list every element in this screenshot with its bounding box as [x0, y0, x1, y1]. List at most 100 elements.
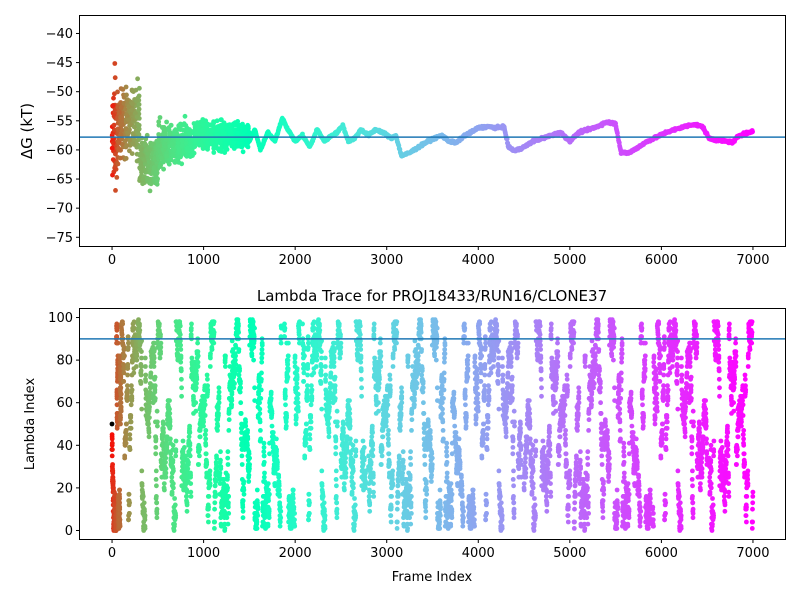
lambda-point: [261, 449, 267, 455]
delta-g-point: [142, 142, 148, 147]
lambda-point: [241, 487, 247, 493]
y-tick-label: −75: [46, 231, 73, 246]
lambda-point: [294, 366, 300, 371]
lambda-point: [250, 319, 256, 325]
delta-g-point: [117, 110, 122, 115]
lambda-point: [269, 411, 275, 416]
lambda-point: [125, 344, 131, 350]
lambda-point: [185, 466, 191, 472]
lambda-point: [154, 408, 160, 414]
delta-g-point: [192, 144, 198, 150]
delta-g-point: [138, 147, 144, 153]
lambda-point: [294, 374, 300, 380]
lambda-point: [319, 468, 325, 474]
lambda-point: [208, 351, 213, 357]
lambda-point: [274, 466, 280, 472]
lambda-point: [193, 400, 199, 406]
delta-g-point: [218, 146, 223, 152]
delta-g-point: [156, 119, 162, 125]
lambda-point: [206, 504, 212, 510]
lambda-point: [309, 396, 315, 401]
lambda-point: [284, 415, 289, 420]
lambda-point: [157, 355, 163, 361]
lambda-point: [305, 366, 311, 371]
lambda-point: [276, 474, 282, 480]
lambda-point: [203, 436, 209, 442]
lambda-point: [318, 381, 324, 386]
delta-g-point: [118, 105, 124, 111]
lambda-point: [206, 519, 211, 525]
lambda-point: [292, 517, 297, 523]
lambda-point: [212, 506, 218, 512]
lambda-point: [163, 474, 169, 480]
delta-g-point: [220, 129, 225, 135]
lambda-point: [266, 515, 272, 521]
lambda-point: [245, 428, 251, 433]
lambda-point: [153, 436, 159, 442]
lambda-point: [154, 500, 160, 506]
lambda-point: [266, 487, 271, 493]
lambda-point: [257, 383, 262, 389]
lambda-point: [118, 385, 124, 391]
delta-g-point: [159, 125, 165, 130]
lambda-point: [139, 349, 144, 354]
lambda-point: [204, 372, 210, 378]
delta-g-point: [124, 112, 129, 118]
lambda-point: [246, 479, 252, 484]
delta-g-point: [219, 117, 224, 123]
delta-g-point: [114, 175, 120, 180]
delta-g-point: [176, 146, 182, 152]
lambda-point: [275, 459, 280, 465]
delta-g-point: [223, 144, 228, 150]
lambda-point: [129, 387, 135, 393]
delta-g-point: [109, 145, 115, 151]
lambda-point: [170, 457, 176, 463]
delta-g-point: [151, 165, 157, 170]
lambda-point: [283, 402, 288, 408]
y-tick-label: −70: [46, 202, 73, 217]
lambda-point: [212, 526, 217, 531]
lambda-point: [292, 359, 298, 365]
lambda-point: [290, 487, 296, 493]
lambda-point: [152, 396, 158, 401]
lambda-point: [153, 468, 159, 474]
delta-g-point: [176, 154, 182, 160]
delta-g-point: [178, 127, 183, 132]
lambda-point: [277, 500, 283, 506]
lambda-point: [163, 459, 168, 465]
lambda-point: [257, 406, 263, 412]
lambda-point: [274, 436, 279, 442]
delta-g-point: [185, 126, 191, 132]
lambda-point: [201, 423, 206, 429]
lambda-point: [171, 468, 176, 474]
lambda-point: [118, 415, 123, 420]
lambda-point: [232, 381, 237, 386]
delta-g-point: [175, 140, 181, 146]
lambda-point: [118, 404, 124, 410]
lambda-point: [223, 364, 228, 369]
delta-g-point: [138, 160, 144, 165]
lambda-point: [236, 330, 242, 335]
lambda-point: [125, 362, 131, 367]
lambda-point: [179, 393, 185, 399]
lambda-point: [276, 487, 282, 493]
lambda-point: [122, 353, 127, 359]
lambda-point: [131, 370, 137, 376]
lambda-point: [277, 494, 282, 499]
delta-g-point: [166, 161, 172, 167]
delta-g-point: [171, 147, 177, 153]
lambda-point: [128, 419, 134, 425]
delta-g-point: [138, 164, 144, 170]
lambda-point: [259, 355, 265, 361]
lambda-point: [276, 483, 282, 489]
lambda-point: [151, 355, 157, 361]
delta-g-point: [131, 137, 137, 143]
lambda-point: [306, 491, 312, 497]
lambda-point: [258, 436, 264, 442]
lambda-point: [294, 385, 300, 391]
lambda-point: [225, 521, 231, 527]
lambda-point: [283, 393, 288, 399]
lambda-point: [295, 391, 301, 397]
delta-g-point: [179, 143, 185, 149]
